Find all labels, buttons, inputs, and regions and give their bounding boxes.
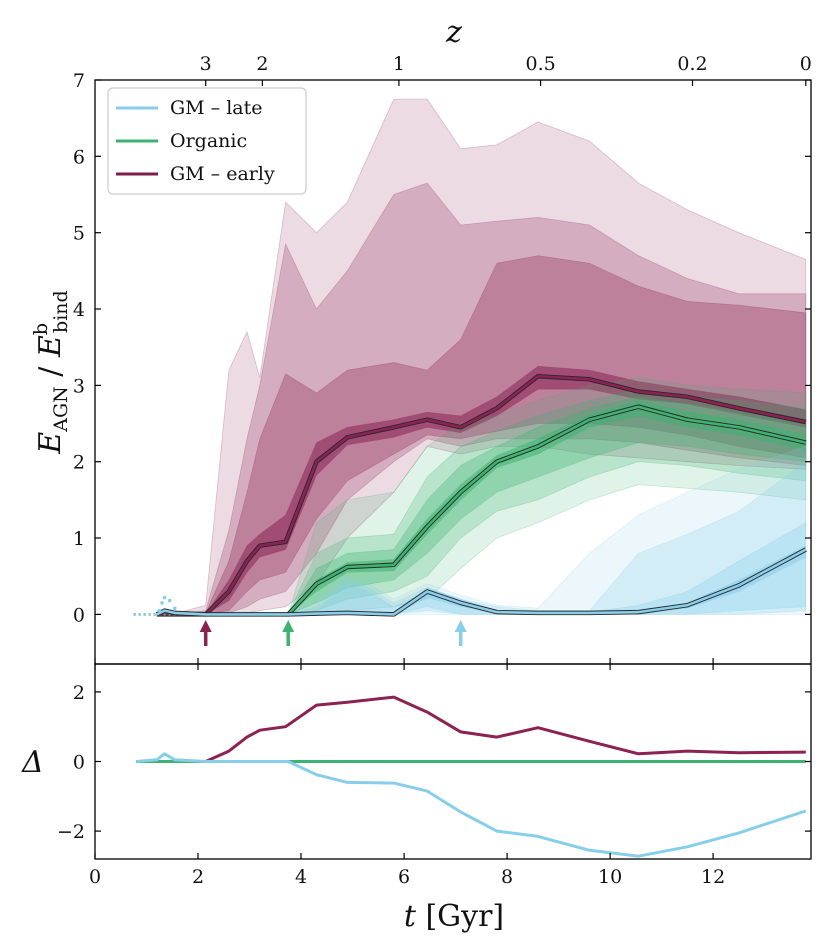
early-dot-gm-late-0 xyxy=(157,608,162,613)
main-panel-median-lines xyxy=(133,373,807,617)
difference-y-axis-label: Δ xyxy=(21,745,44,780)
y-label-sup-b: b xyxy=(30,323,52,335)
median-line-gm-early xyxy=(156,374,807,616)
top-tick-label-4: 0.2 xyxy=(677,53,707,75)
early-dot-gm-late-4 xyxy=(173,606,177,611)
diff-ytick-label--2: −2 xyxy=(57,821,85,843)
main-ytick-label-3: 3 xyxy=(73,375,85,397)
main-ytick-label-6: 6 xyxy=(73,146,85,168)
y-label-slash: / xyxy=(33,357,68,386)
top-axis-label: z xyxy=(445,15,462,50)
band-gm-early-3 xyxy=(156,98,807,615)
diff-ytick-label-0: 0 xyxy=(73,752,85,774)
top-tick-label-5: 0 xyxy=(800,53,812,75)
diff-xtick-label-0: 0 xyxy=(89,866,101,888)
early-dot-gm-late-3 xyxy=(167,598,172,603)
delta-line-gm-late xyxy=(136,752,807,858)
start-arrow-head-gm-early xyxy=(199,620,212,632)
main-ytick-label-1: 1 xyxy=(73,528,85,550)
main-ytick-label-0: 0 xyxy=(73,604,85,626)
start-arrows xyxy=(199,620,467,646)
diff-xtick-label-12: 12 xyxy=(701,866,725,888)
difference-panel-lines xyxy=(136,695,807,858)
diff-xtick-label-8: 8 xyxy=(501,866,513,888)
x-axis-label: t [Gyr] xyxy=(404,899,504,934)
top-tick-label-0: 3 xyxy=(200,53,212,75)
early-dot-gm-late-1 xyxy=(160,601,164,605)
legend: GM – late Organic GM – early xyxy=(107,87,307,195)
diff-xtick-label-6: 6 xyxy=(398,866,410,888)
diff-xtick-label-10: 10 xyxy=(598,866,622,888)
top-tick-label-3: 0.5 xyxy=(525,53,555,75)
y-label-e: E xyxy=(33,432,68,455)
top-tick-label-2: 1 xyxy=(393,53,405,75)
delta-line-gm-early xyxy=(136,695,806,763)
legend-label-gm-early: GM – early xyxy=(170,163,275,185)
start-arrow-head-organic xyxy=(282,620,295,632)
early-dot-gm-late-2 xyxy=(162,595,167,600)
band-gm-early-2 xyxy=(156,182,807,615)
median-line-gm-late xyxy=(156,548,807,616)
top-tick-label-1: 2 xyxy=(256,53,268,75)
diff-xtick-label-2: 2 xyxy=(192,866,204,888)
main-ytick-label-2: 2 xyxy=(73,452,85,474)
median-line-organic xyxy=(287,405,807,616)
legend-box xyxy=(107,87,307,195)
main-ytick-label-5: 5 xyxy=(73,223,85,245)
main-y-axis-label: EAGN / Ebbind xyxy=(30,290,72,454)
x-label-unit: [Gyr] xyxy=(416,899,504,934)
main-ytick-label-4: 4 xyxy=(73,299,85,321)
legend-label-organic: Organic xyxy=(170,130,247,152)
start-arrow-head-gm-late xyxy=(454,620,467,632)
y-label-sub-agn: AGN xyxy=(50,386,72,433)
main-ytick-label-7: 7 xyxy=(73,70,85,92)
x-label-t: t xyxy=(404,899,417,934)
y-label-e2: E xyxy=(33,335,68,358)
legend-label-gm-late: GM – late xyxy=(170,97,263,119)
y-label-sub-bind: bind xyxy=(50,290,72,333)
diff-xtick-label-4: 4 xyxy=(295,866,307,888)
diff-ytick-label-2: 2 xyxy=(73,682,85,704)
